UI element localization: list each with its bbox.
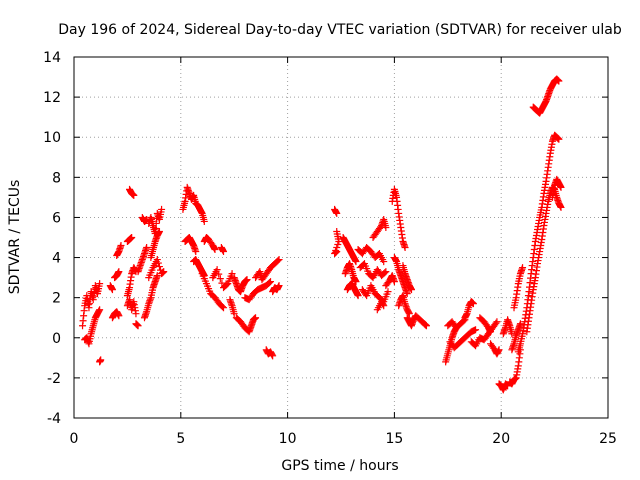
data-point [154, 259, 162, 267]
data-point [252, 314, 260, 322]
data-point [333, 248, 341, 256]
data-point [215, 270, 223, 278]
y-tick-label: 8 [52, 170, 61, 186]
data-point [218, 279, 226, 287]
data-point [354, 292, 362, 300]
data-point [216, 275, 224, 283]
x-tick-label: 20 [492, 431, 510, 447]
x-axis-label: GPS time / hours [281, 458, 398, 474]
x-tick-label: 5 [176, 431, 185, 447]
data-point [469, 300, 477, 308]
data-point [487, 328, 495, 336]
data-point [335, 238, 343, 246]
data-point [407, 286, 415, 294]
data-point [380, 258, 388, 266]
data-point [134, 322, 142, 330]
data-point [504, 382, 512, 390]
data-point [211, 246, 219, 254]
data-points [79, 75, 565, 394]
data-point [223, 281, 231, 289]
y-axis-label: SDTVAR / TECUs [7, 180, 23, 295]
data-point [269, 352, 277, 360]
data-point [352, 278, 360, 286]
data-point [384, 288, 392, 296]
data-point [380, 302, 388, 310]
data-point [96, 306, 104, 314]
data-point [117, 242, 125, 250]
data-point [334, 241, 342, 249]
x-tick-label: 10 [279, 431, 297, 447]
y-tick-label: 4 [52, 251, 61, 267]
data-point [243, 276, 251, 284]
y-tick-label: -4 [47, 411, 61, 427]
x-tick-label: 0 [70, 431, 79, 447]
x-tick-label: 25 [599, 431, 617, 447]
data-point [155, 263, 163, 271]
data-point [401, 244, 409, 252]
data-point [333, 209, 341, 217]
data-point [96, 280, 104, 288]
y-tick-label: -2 [47, 371, 61, 387]
plot-frame [73, 56, 609, 419]
data-point [267, 278, 275, 286]
data-point [228, 270, 236, 278]
data-point [516, 320, 524, 328]
data-point [220, 304, 228, 312]
data-point [275, 256, 283, 264]
y-tick-label: 2 [52, 291, 61, 307]
chart-title: Day 196 of 2024, Sidereal Day-to-day VTE… [58, 22, 622, 38]
y-tick-label: 14 [43, 50, 61, 66]
data-point [115, 312, 123, 320]
y-tick-label: 0 [52, 331, 61, 347]
data-point [132, 310, 140, 318]
y-tick-label: 10 [43, 130, 61, 146]
data-point [97, 356, 105, 364]
data-point [213, 266, 221, 274]
data-point [274, 257, 282, 265]
data-point [472, 326, 480, 334]
data-point [555, 135, 563, 143]
data-point [493, 318, 501, 326]
data-point [403, 290, 411, 298]
data-point [115, 268, 123, 276]
data-point [275, 282, 283, 290]
data-point [382, 223, 390, 231]
data-point [405, 310, 413, 318]
data-point [422, 322, 430, 330]
data-point [153, 256, 161, 264]
data-point [192, 248, 200, 256]
data-point [265, 279, 273, 287]
data-point [130, 191, 138, 199]
data-point [390, 278, 398, 286]
data-point [128, 234, 136, 241]
data-point [218, 303, 226, 311]
data-point [557, 183, 565, 191]
data-point [519, 264, 527, 272]
data-point [153, 272, 161, 280]
data-point [352, 258, 360, 266]
data-point [557, 203, 565, 211]
data-point [230, 310, 238, 318]
data-point [495, 346, 503, 354]
y-tick-label: 6 [52, 210, 61, 226]
data-point [492, 319, 500, 327]
data-point [158, 205, 166, 213]
data-point [381, 269, 389, 277]
axis-ticks: 0 5 10 15 20 25 -4 -2 0 2 4 6 8 10 12 14 [43, 50, 617, 447]
data-point [143, 244, 151, 252]
data-point [460, 317, 468, 325]
data-point [382, 268, 390, 276]
data-point [160, 268, 168, 276]
data-point [220, 248, 228, 256]
data-point [155, 227, 163, 235]
x-tick-label: 15 [385, 431, 403, 447]
data-point [108, 286, 116, 294]
data-point [555, 77, 563, 85]
data-point [200, 217, 208, 225]
y-tick-label: 12 [43, 90, 61, 106]
